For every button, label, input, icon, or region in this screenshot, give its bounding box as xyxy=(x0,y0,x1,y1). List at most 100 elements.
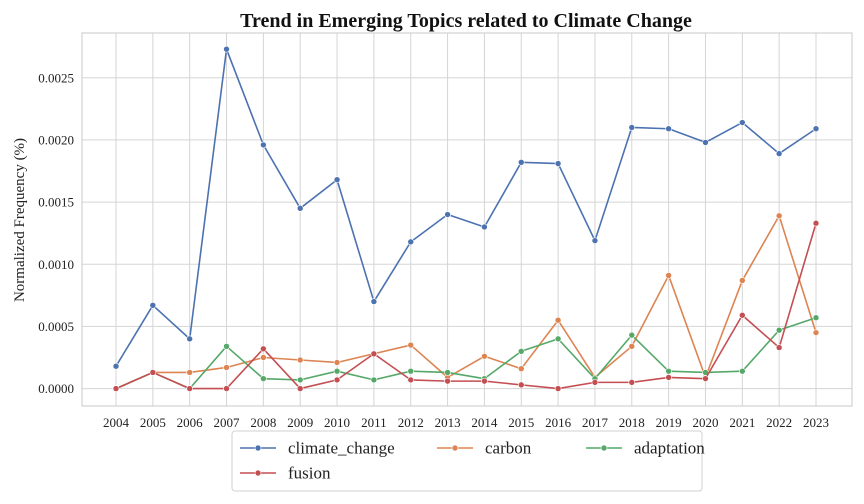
data-point xyxy=(554,160,562,167)
data-point xyxy=(296,376,304,384)
series-fusion xyxy=(112,219,820,392)
data-point xyxy=(444,369,451,376)
data-point xyxy=(554,316,562,324)
series-line xyxy=(115,48,817,367)
y-tick-label: 0.0015 xyxy=(38,195,74,210)
data-point xyxy=(702,375,709,382)
data-point xyxy=(702,139,709,146)
data-point xyxy=(775,212,783,220)
data-point xyxy=(112,385,120,392)
data-point xyxy=(149,369,157,376)
data-point xyxy=(481,352,488,360)
series-line xyxy=(115,223,817,390)
x-tick-label: 2004 xyxy=(103,415,130,430)
series-adaptation xyxy=(112,314,820,392)
data-point xyxy=(407,238,415,246)
data-point xyxy=(149,301,157,309)
data-point xyxy=(628,379,636,386)
data-point xyxy=(554,335,562,343)
y-tick-label: 0.0005 xyxy=(38,319,74,334)
data-point xyxy=(370,350,378,358)
data-point xyxy=(296,385,304,392)
data-point xyxy=(481,223,488,231)
series-line xyxy=(115,214,817,390)
data-point xyxy=(812,329,820,336)
data-point xyxy=(628,124,636,131)
data-point xyxy=(775,150,783,157)
x-tick-label: 2011 xyxy=(361,415,387,430)
legend-swatch-marker xyxy=(254,444,262,452)
x-tick-label: 2007 xyxy=(214,415,241,430)
data-point xyxy=(628,331,636,339)
data-point xyxy=(517,365,525,373)
data-point xyxy=(260,375,267,382)
data-point xyxy=(186,335,193,343)
series-climate-change xyxy=(112,45,820,370)
data-point xyxy=(812,314,820,322)
data-point xyxy=(112,362,120,370)
data-point xyxy=(591,237,599,244)
y-tick-label: 0.0025 xyxy=(38,70,74,85)
plot-area: 2004 2005 2006 2007 2008 2009 2010 2011 2012 2013… xyxy=(38,32,853,430)
data-point xyxy=(223,364,230,371)
data-point xyxy=(223,385,230,392)
legend-box xyxy=(231,430,703,492)
y-tick-label: 0.0000 xyxy=(38,381,74,396)
data-point xyxy=(739,119,746,126)
data-point xyxy=(407,376,415,384)
data-point xyxy=(186,385,193,392)
x-tick-label: 2021 xyxy=(729,415,755,430)
legend-item-adaptation: adaptation xyxy=(586,439,705,458)
y-tick-label: 0.0010 xyxy=(38,257,74,272)
data-point xyxy=(407,341,415,349)
legend: climate_change carbon adaptation fusion xyxy=(231,430,705,492)
legend-swatch-marker xyxy=(254,469,262,477)
x-tick-label: 2006 xyxy=(177,415,204,430)
x-tick-label: 2023 xyxy=(803,415,829,430)
data-point xyxy=(260,141,267,149)
data-point xyxy=(370,298,378,305)
data-point xyxy=(186,369,193,376)
data-point xyxy=(223,45,230,53)
plot-frame xyxy=(81,32,853,407)
data-point xyxy=(296,205,304,212)
plot-background xyxy=(82,33,852,406)
legend-item-climate-change: climate_change xyxy=(240,439,395,458)
legend-swatch-marker xyxy=(600,444,608,452)
x-tick-label: 2020 xyxy=(692,415,718,430)
data-point xyxy=(665,367,672,375)
data-point xyxy=(665,125,672,133)
data-point xyxy=(444,377,451,385)
x-tick-label: 2022 xyxy=(766,415,792,430)
data-point xyxy=(775,344,783,351)
x-tick-label: 2019 xyxy=(656,415,682,430)
data-point xyxy=(739,311,746,319)
data-point xyxy=(333,176,341,184)
legend-item-carbon: carbon xyxy=(437,439,532,458)
x-tick-label: 2009 xyxy=(287,415,313,430)
series-line xyxy=(115,316,817,390)
data-point xyxy=(628,343,636,350)
data-point xyxy=(517,381,525,389)
data-point xyxy=(481,377,488,385)
data-point xyxy=(333,367,341,375)
data-point xyxy=(775,326,783,334)
legend-label: climate_change xyxy=(288,439,395,458)
data-point xyxy=(223,343,230,350)
data-point xyxy=(739,277,746,284)
data-point xyxy=(812,125,820,133)
chart-title: Trend in Emerging Topics related to Clim… xyxy=(240,10,692,32)
legend-item-fusion: fusion xyxy=(240,464,331,483)
x-tick-label: 2018 xyxy=(619,415,645,430)
x-tick-label: 2013 xyxy=(435,415,461,430)
y-axis-label: Normalized Frequency (%) xyxy=(12,138,28,302)
x-tick-label: 2017 xyxy=(582,415,609,430)
data-point xyxy=(333,376,341,384)
data-point xyxy=(554,385,562,392)
x-tick-label: 2008 xyxy=(250,415,276,430)
data-point xyxy=(444,211,451,218)
x-tick-label: 2005 xyxy=(140,415,166,430)
x-tick-label: 2014 xyxy=(471,415,498,430)
x-tick-label: 2015 xyxy=(508,415,534,430)
y-tick-label: 0.0020 xyxy=(38,132,74,147)
